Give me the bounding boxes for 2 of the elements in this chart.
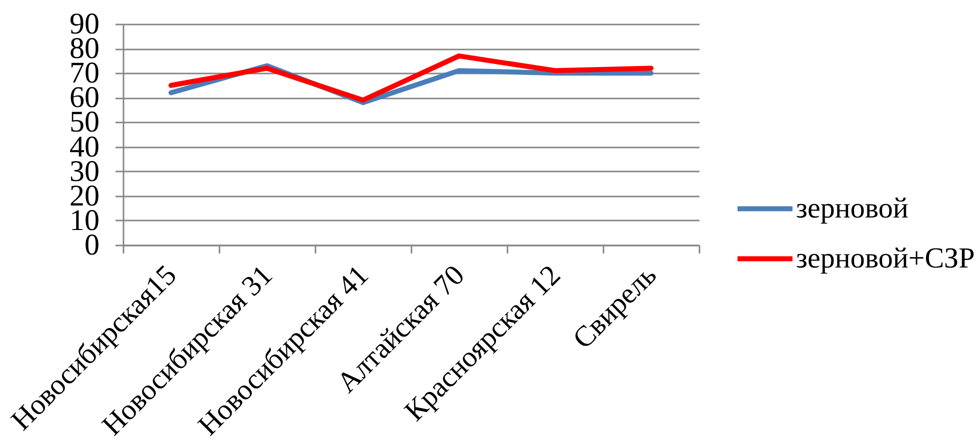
legend-label: зерновой+СЗР (796, 242, 975, 275)
legend-label: зерновой (796, 192, 908, 225)
